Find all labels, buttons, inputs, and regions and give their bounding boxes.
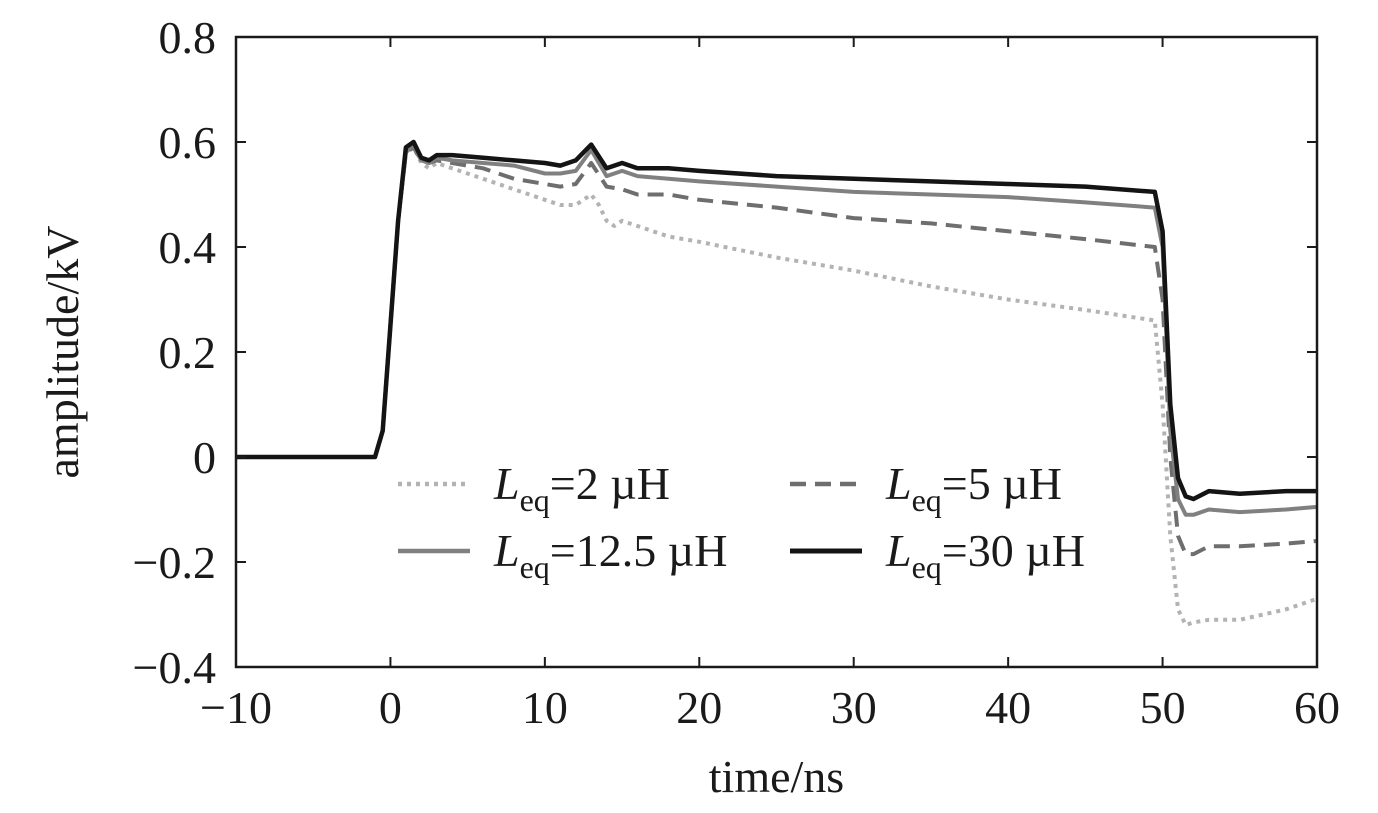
x-tick-label: 10 [522,682,568,733]
y-tick-label: 0 [193,432,216,483]
legend-item-3: Leq=12.5 µH [398,525,727,585]
series-layer [236,139,1317,627]
legend: Leq=2 µH Leq=5 µH Leq=12.5 µH Leq=30 µH [398,458,1085,585]
legend-item-2: Leq=5 µH [790,458,1062,518]
x-tick-label: 30 [831,682,877,733]
y-tick-label: −0.4 [133,642,216,693]
legend-item-4: Leq=30 µH [790,525,1085,585]
x-tick-label: 20 [676,682,722,733]
y-axis: −0.4 −0.2 0 0.2 0.4 0.6 0.8 [133,12,1317,693]
y-tick-label: 0.6 [159,117,217,168]
x-axis: −10 0 10 20 30 40 50 60 [200,37,1340,733]
x-tick-label: 40 [985,682,1031,733]
legend-item-1: Leq=2 µH [398,458,670,518]
x-tick-label: 60 [1294,682,1340,733]
y-tick-label: 0.8 [159,12,217,63]
legend-label: Leq=30 µH [885,525,1085,585]
y-tick-label: −0.2 [133,537,216,588]
y-axis-title: amplitude/kV [37,226,88,479]
y-tick-label: 0.2 [159,327,217,378]
y-tick-label: 0.4 [159,222,217,273]
plot-frame [234,35,1319,669]
legend-label: Leq=2 µH [493,458,670,518]
series-line-4 [236,139,1317,502]
x-tick-label: −10 [200,682,272,733]
x-tick-label: 50 [1140,682,1186,733]
legend-label: Leq=5 µH [885,458,1062,518]
x-axis-title: time/ns [709,751,844,802]
x-tick-label: 0 [379,682,402,733]
legend-label: Leq=12.5 µH [493,525,727,585]
